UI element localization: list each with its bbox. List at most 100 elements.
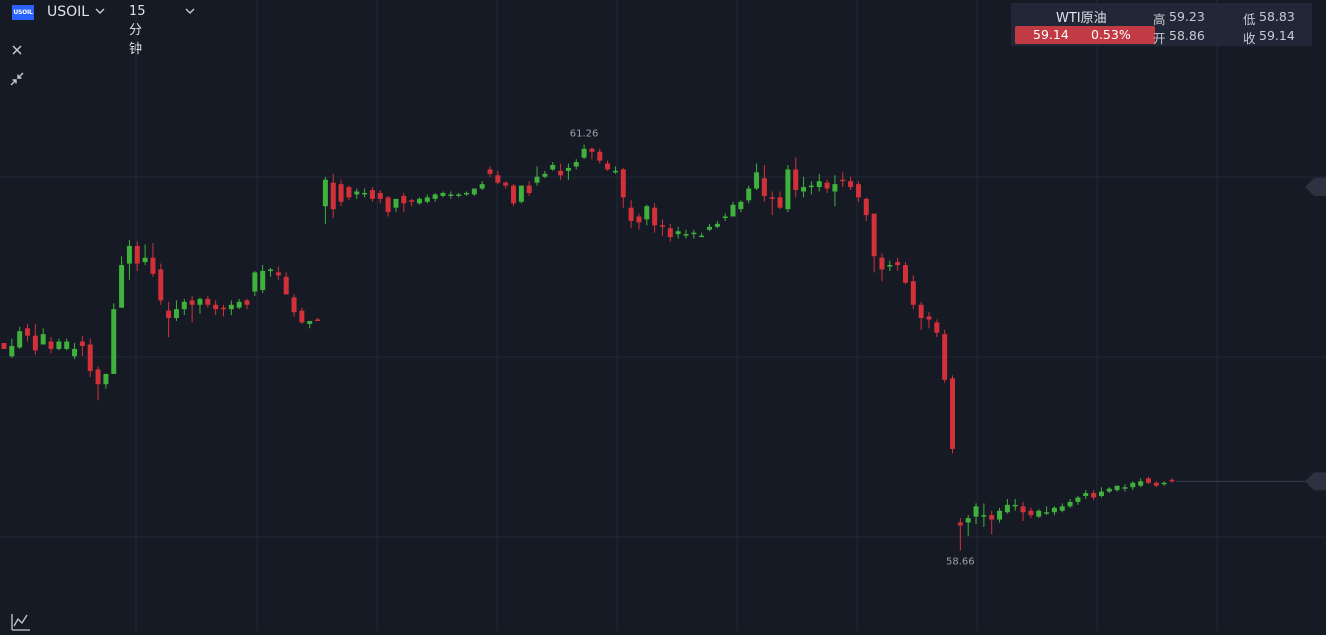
candle-body <box>918 304 924 319</box>
candle-body <box>950 378 956 449</box>
candle-body <box>1169 479 1175 482</box>
candle-body <box>840 179 846 182</box>
candle-body <box>573 162 579 167</box>
candle-body <box>416 198 422 204</box>
candle-body <box>463 192 469 195</box>
candle-body <box>1083 493 1089 497</box>
candle-body <box>189 300 195 305</box>
candle-body <box>542 173 548 177</box>
candle-body <box>440 192 446 196</box>
candle-body <box>119 265 125 308</box>
candle-body <box>236 301 242 308</box>
candle-body <box>158 269 164 301</box>
candle-body <box>424 197 430 202</box>
close-value: 59.14 <box>1259 28 1295 43</box>
symbol-selector[interactable]: USOIL <box>47 4 90 20</box>
candle-body <box>220 307 226 310</box>
candle-body <box>1161 482 1167 485</box>
candle-body <box>793 169 799 191</box>
candle-body <box>1020 506 1026 513</box>
candle-body <box>997 510 1003 520</box>
candle-body <box>910 281 916 305</box>
candle-body <box>934 322 940 333</box>
candle-body <box>9 345 15 357</box>
candle-body <box>17 331 23 348</box>
candle-body <box>652 207 658 226</box>
candle-body <box>558 170 564 176</box>
candle-body <box>244 300 250 305</box>
candle-body <box>581 148 587 158</box>
candle-body <box>95 369 101 385</box>
candle-body <box>213 304 219 310</box>
candle-body <box>103 373 109 385</box>
candle-body <box>330 182 336 210</box>
candle-body <box>1051 507 1057 513</box>
candle-body <box>1091 493 1097 498</box>
candle-body <box>471 188 477 195</box>
candle-body <box>401 195 407 204</box>
candle-body <box>989 515 995 520</box>
candle-body <box>518 185 524 202</box>
candle-body <box>252 272 258 292</box>
candle-body <box>659 225 665 227</box>
candle-body <box>173 309 179 319</box>
candle-body <box>589 148 595 152</box>
candle-body <box>369 190 375 199</box>
high-value: 59.23 <box>1169 9 1205 24</box>
candle-body <box>56 341 62 349</box>
candle-body <box>291 297 297 313</box>
chevron-down-icon[interactable] <box>94 4 106 18</box>
candle-body <box>393 198 399 208</box>
candle-body <box>1012 504 1018 507</box>
candle-body <box>973 506 979 517</box>
last-price: 59.14 <box>1033 27 1069 42</box>
change-percent: 0.53% <box>1091 27 1131 42</box>
candle-body <box>299 310 305 323</box>
candle-body <box>307 320 313 324</box>
collapse-icon[interactable] <box>9 71 25 87</box>
candle-body <box>848 181 854 188</box>
low-label: 低 <box>1243 12 1256 27</box>
candle-body <box>166 310 172 319</box>
candle-body <box>1036 510 1042 517</box>
candle-body <box>526 185 532 193</box>
candle-body <box>534 176 540 183</box>
candle-body <box>362 192 368 195</box>
candle-body <box>730 204 736 217</box>
candle-body <box>87 344 93 371</box>
candle-body <box>448 194 454 196</box>
candle-body <box>1044 512 1050 514</box>
candle-body <box>965 518 971 523</box>
candle-body <box>691 232 697 235</box>
symbol-badge[interactable]: USOIL <box>12 5 34 20</box>
candle-body <box>855 184 861 198</box>
candle-body <box>777 197 783 208</box>
candle-body <box>824 182 830 189</box>
candle-body <box>1114 485 1120 491</box>
candle-body <box>957 522 963 526</box>
candle-body <box>816 181 822 188</box>
candle-body <box>275 272 281 276</box>
instrument-name: WTI原油 <box>1056 11 1107 26</box>
candle-body <box>926 316 932 320</box>
candle-body <box>260 270 266 291</box>
candle-body <box>565 167 571 171</box>
candle-body <box>1004 504 1010 513</box>
candle-body <box>644 206 650 220</box>
candle-body <box>597 151 603 161</box>
candle-body <box>746 188 752 201</box>
candle-body <box>699 235 705 238</box>
candle-body <box>48 341 54 349</box>
candle-body <box>32 335 38 351</box>
candle-body <box>1138 481 1144 486</box>
candle-body <box>707 226 713 230</box>
chevron-down-icon[interactable] <box>184 4 196 18</box>
indicator-icon[interactable] <box>11 611 31 631</box>
close-icon[interactable] <box>11 41 23 55</box>
candle-body <box>1098 491 1104 497</box>
candle-body <box>761 178 767 196</box>
candle-body <box>1 343 7 349</box>
candle-body <box>409 200 415 202</box>
candle-body <box>801 187 807 192</box>
